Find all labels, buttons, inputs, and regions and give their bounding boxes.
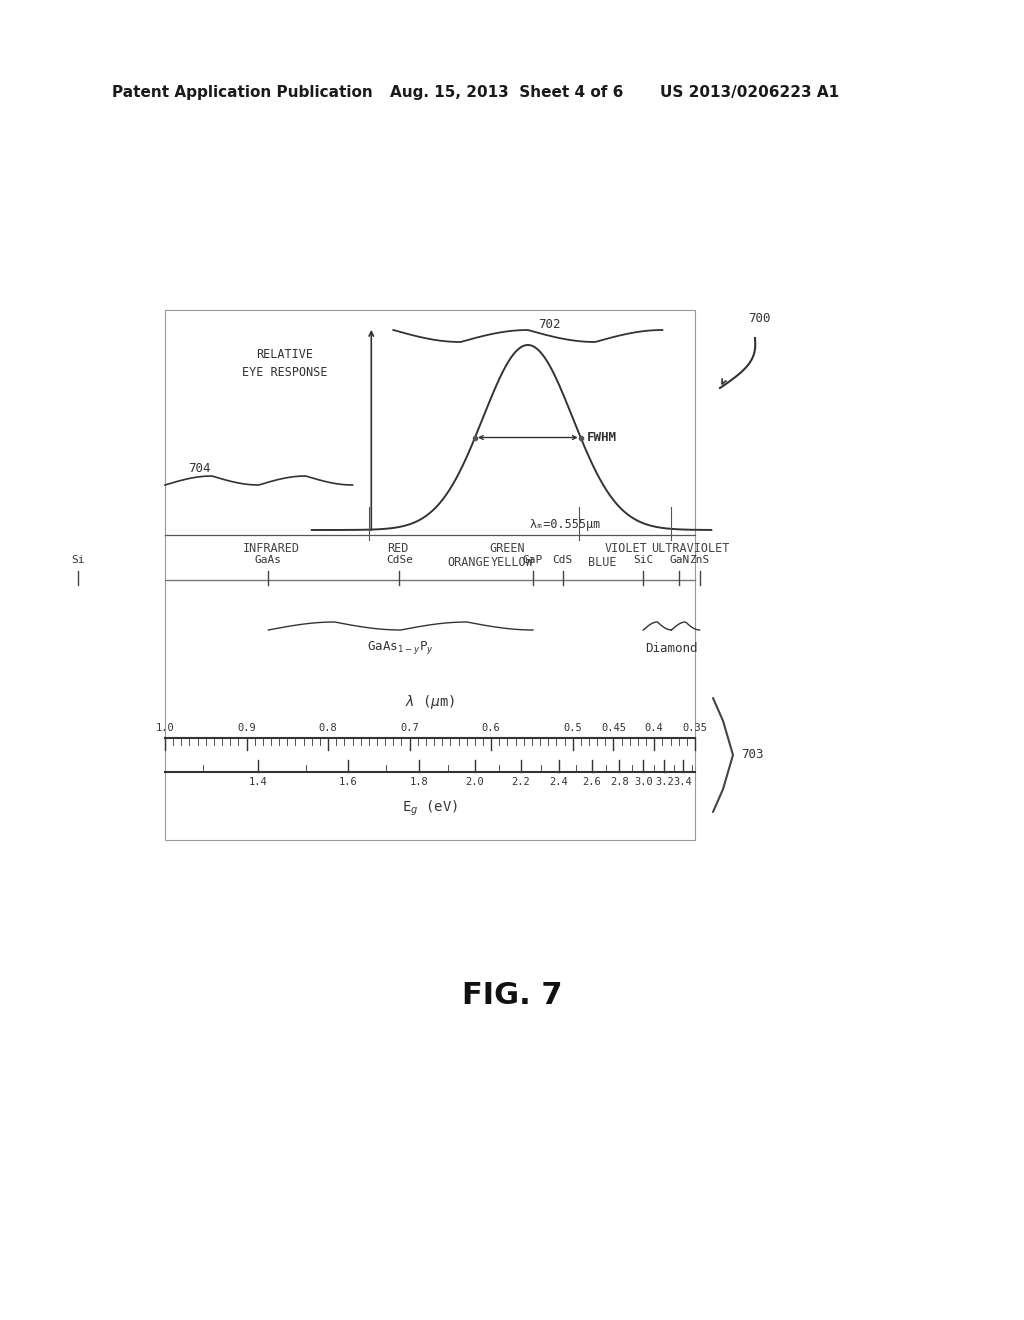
Text: 0.6: 0.6	[481, 723, 501, 733]
Text: λₘ=0.555μm: λₘ=0.555μm	[529, 517, 601, 531]
Text: E$_g$ (eV): E$_g$ (eV)	[402, 799, 458, 817]
Text: SiC: SiC	[633, 554, 653, 565]
Text: 2.6: 2.6	[582, 777, 601, 787]
Text: 2.0: 2.0	[466, 777, 484, 787]
Text: 703: 703	[741, 748, 764, 762]
Text: BLUE: BLUE	[588, 556, 616, 569]
Text: $\lambda$ ($\mu$m): $\lambda$ ($\mu$m)	[404, 693, 455, 711]
Text: VIOLET: VIOLET	[604, 543, 647, 556]
Text: 700: 700	[748, 312, 770, 325]
Text: US 2013/0206223 A1: US 2013/0206223 A1	[660, 84, 839, 99]
Text: 0.8: 0.8	[318, 723, 338, 733]
Text: ORANGE: ORANGE	[446, 556, 489, 569]
Text: RED: RED	[387, 543, 409, 556]
Text: 1.0: 1.0	[156, 723, 174, 733]
Text: 3.4: 3.4	[674, 777, 692, 787]
Text: GaP: GaP	[523, 554, 543, 565]
Text: 0.35: 0.35	[683, 723, 708, 733]
Text: CdS: CdS	[553, 554, 572, 565]
Text: 702: 702	[538, 318, 560, 331]
Text: 1.8: 1.8	[410, 777, 428, 787]
Text: Diamond: Diamond	[645, 642, 697, 655]
Text: 704: 704	[188, 462, 211, 474]
Text: 2.4: 2.4	[550, 777, 568, 787]
Text: GaAs: GaAs	[255, 554, 282, 565]
Text: YELLOW: YELLOW	[490, 556, 534, 569]
Text: FWHM: FWHM	[587, 432, 616, 444]
Text: CdSe: CdSe	[386, 554, 413, 565]
Text: 0.9: 0.9	[238, 723, 256, 733]
Text: 3.2: 3.2	[655, 777, 674, 787]
Text: GaN: GaN	[670, 554, 689, 565]
Text: 0.7: 0.7	[400, 723, 419, 733]
Text: Aug. 15, 2013  Sheet 4 of 6: Aug. 15, 2013 Sheet 4 of 6	[390, 84, 624, 99]
Text: 2.8: 2.8	[610, 777, 629, 787]
Text: FIG. 7: FIG. 7	[462, 981, 562, 1010]
Text: Patent Application Publication: Patent Application Publication	[112, 84, 373, 99]
Text: INFRARED: INFRARED	[243, 543, 299, 556]
Text: 1.4: 1.4	[249, 777, 267, 787]
Text: 2.2: 2.2	[511, 777, 530, 787]
Text: Si: Si	[71, 554, 84, 565]
Text: RELATIVE: RELATIVE	[256, 348, 313, 362]
Bar	[165, 310, 695, 840]
Text: ZnS: ZnS	[689, 554, 710, 565]
Text: 0.4: 0.4	[645, 723, 664, 733]
Text: GaAs$_{1-y}$P$_y$: GaAs$_{1-y}$P$_y$	[368, 639, 434, 656]
Text: ULTRAVIOLET: ULTRAVIOLET	[651, 543, 729, 556]
Text: 3.0: 3.0	[634, 777, 652, 787]
Text: 0.45: 0.45	[601, 723, 626, 733]
Text: 0.5: 0.5	[563, 723, 582, 733]
Text: 1.6: 1.6	[339, 777, 357, 787]
Text: EYE RESPONSE: EYE RESPONSE	[243, 366, 328, 379]
Text: GREEN: GREEN	[489, 543, 525, 556]
